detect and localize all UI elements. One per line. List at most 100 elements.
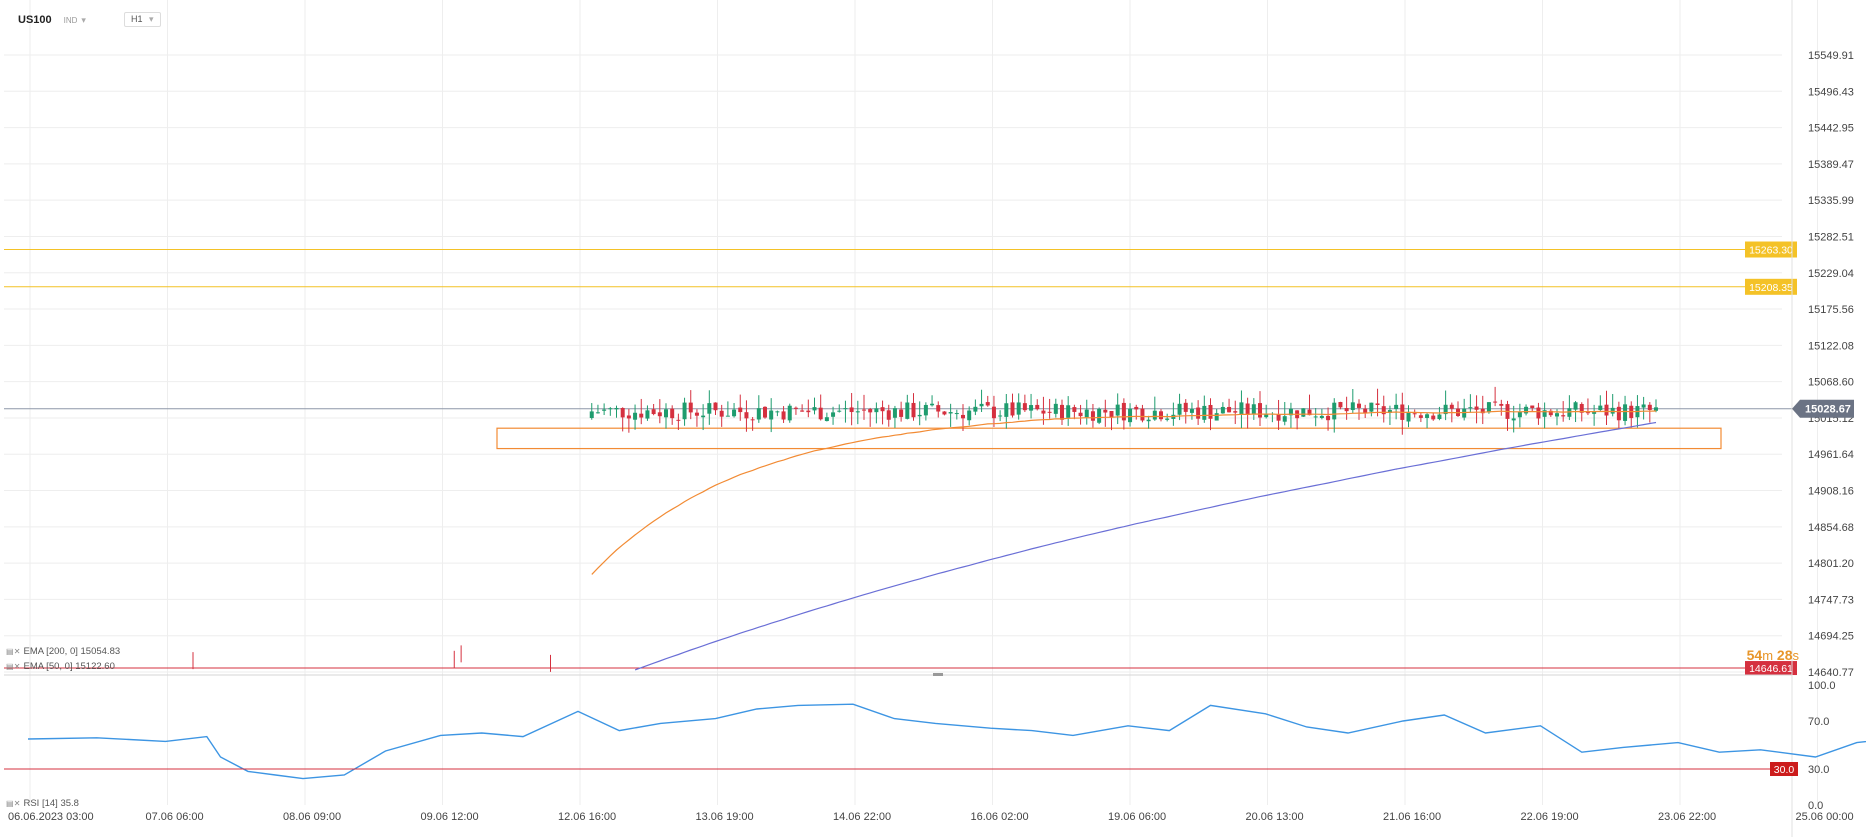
candle-body — [756, 408, 761, 420]
y-tick-label: 15496.43 — [1808, 86, 1854, 98]
x-tick-label: 07.06 06:00 — [146, 811, 204, 823]
candle-body — [1016, 402, 1021, 415]
candle-body — [892, 408, 897, 418]
x-tick-label: 16.06 02:00 — [971, 811, 1029, 823]
candle-body — [1585, 412, 1590, 414]
candle-body — [614, 407, 619, 410]
candle-body — [1282, 416, 1287, 422]
candle-body — [707, 403, 712, 414]
rsi-oversold-label: 30.0 — [1774, 764, 1795, 776]
candle-body — [1208, 404, 1213, 419]
settings-icon[interactable]: ▤ ✕ — [6, 662, 21, 671]
chevron-down-icon[interactable]: ▾ — [81, 14, 86, 25]
candlesticks — [192, 386, 1658, 672]
candle-body — [1647, 404, 1652, 410]
candle-body — [1536, 407, 1541, 419]
candle-body — [1029, 405, 1034, 411]
candle-body — [1140, 408, 1145, 421]
y-tick-label: 15122.08 — [1808, 340, 1854, 352]
candle-body — [1437, 414, 1442, 420]
candle-body — [1233, 411, 1238, 413]
y-tick-label: 15549.91 — [1808, 50, 1854, 62]
candle-body — [688, 402, 693, 413]
candle-body — [1511, 418, 1516, 421]
candle-body — [899, 409, 904, 417]
candle-body — [1468, 407, 1473, 409]
candle-body — [1251, 404, 1256, 415]
candle-body — [1418, 415, 1423, 418]
candle-body — [1177, 403, 1182, 415]
candle-body — [837, 410, 842, 412]
support-zone[interactable] — [496, 427, 1722, 450]
candle-body — [1542, 410, 1547, 417]
candle-body — [1357, 403, 1361, 408]
candle-body — [1313, 416, 1318, 418]
candle-body — [967, 410, 972, 421]
ema200-line — [634, 421, 1657, 671]
candle-body — [1524, 406, 1529, 414]
candle-body — [589, 411, 594, 419]
ema-lines — [591, 410, 1657, 671]
candle-body — [633, 412, 638, 420]
price-axis[interactable]: 15549.91 15496.43 15442.95 15389.47 15335.99… — [1791, 0, 1854, 837]
ema200-label: EMA [200, 0] 15054.83 — [23, 646, 121, 657]
candle-body — [831, 412, 836, 417]
current-price-tag — [1792, 399, 1854, 418]
settings-icon[interactable]: ▤ ✕ — [6, 799, 21, 808]
ema50-legend[interactable]: ▤ ✕ EMA [50, 0] 15122.60 — [6, 661, 115, 672]
rsi-legend[interactable]: ▤ ✕ RSI [14] 35.8 — [6, 798, 79, 809]
candle-body — [670, 408, 675, 419]
candle-body — [824, 417, 829, 422]
y-tick-label: 15335.99 — [1808, 195, 1854, 207]
candle-body — [626, 415, 631, 419]
candle-body — [1264, 414, 1269, 418]
ema50-line — [591, 410, 1657, 575]
y-tick-label: 14640.77 — [1808, 667, 1854, 679]
candle-body — [676, 419, 681, 421]
candle-body — [682, 402, 687, 420]
candle-body — [763, 406, 767, 418]
candle-body — [1449, 404, 1454, 409]
candle-body — [1214, 413, 1219, 421]
candle-body — [657, 412, 662, 417]
candle-body — [732, 409, 737, 417]
chart-header: US100 IND ▾ — [18, 14, 86, 26]
candle-body — [1480, 408, 1485, 414]
candle-body — [1474, 406, 1479, 410]
candle-body — [1616, 406, 1621, 421]
rsi-tick-label: 30.0 — [1808, 764, 1829, 776]
candle-body — [1189, 409, 1194, 413]
candle-body — [1066, 405, 1071, 418]
candle-body — [998, 415, 1003, 417]
horizontal-levels: 15263.30 15208.35 14646.61 — [4, 241, 1797, 676]
timeframe-select[interactable]: H1 ▾ — [124, 12, 161, 27]
candle-body — [1134, 406, 1139, 410]
x-tick-label: 19.06 06:00 — [1108, 811, 1166, 823]
candle-body — [1598, 405, 1603, 410]
rsi-tick-label: 100.0 — [1808, 680, 1836, 692]
candle-body — [1412, 413, 1417, 415]
candle-body — [1406, 411, 1411, 422]
candle-body — [1579, 404, 1584, 413]
candle-body — [1060, 404, 1064, 420]
candle-body — [1301, 408, 1306, 417]
candle-body — [942, 411, 947, 415]
ema200-legend[interactable]: ▤ ✕ EMA [200, 0] 15054.83 — [6, 646, 120, 657]
candle-body — [725, 415, 730, 417]
candle-body — [1592, 411, 1597, 414]
candle-body — [905, 402, 910, 419]
symbol-name[interactable]: US100 — [18, 14, 52, 26]
candle-body — [1394, 404, 1399, 410]
level-label: 15263.30 — [1749, 245, 1793, 257]
candle-body — [1425, 414, 1430, 418]
settings-icon[interactable]: ▤ ✕ — [6, 647, 21, 656]
y-tick-label: 14801.20 — [1808, 558, 1854, 570]
candle-body — [911, 402, 916, 418]
candle-body — [886, 410, 891, 420]
candle-body — [979, 403, 984, 407]
y-tick-label: 15175.56 — [1808, 304, 1854, 316]
rsi-tick-label: 0.0 — [1808, 800, 1823, 812]
instrument-type: IND — [63, 15, 78, 25]
time-axis[interactable]: 06.06.2023 03:00 07.06 06:00 08.06 09:00 09… — [8, 811, 1854, 823]
